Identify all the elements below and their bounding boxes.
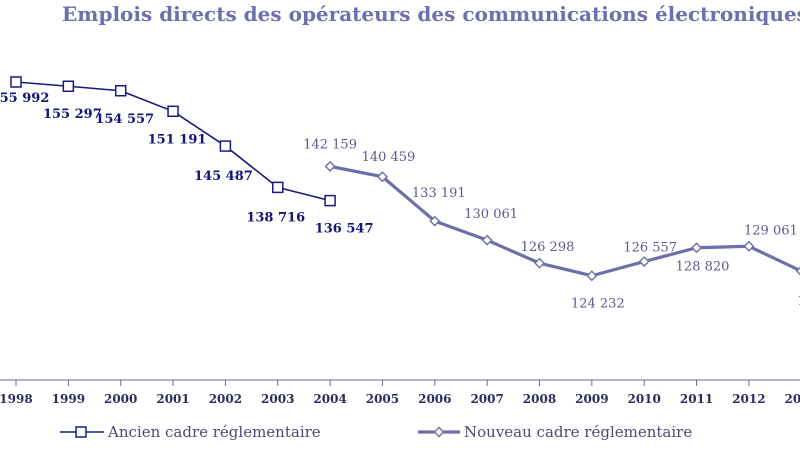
- point-nouveau-2006: [429, 215, 441, 227]
- point-ancien-1999: [62, 80, 75, 92]
- data-label-ancien-2001: 151 191: [148, 132, 207, 147]
- legend-marker-nouveau: [433, 426, 445, 438]
- data-label-ancien-2003: 138 716: [246, 210, 305, 225]
- legend-label-ancien: Ancien cadre réglementaire: [107, 423, 321, 441]
- point-nouveau-2010: [638, 256, 650, 268]
- point-ancien-2000: [114, 85, 127, 97]
- x-tick-label-2007: 2007: [470, 392, 503, 406]
- point-nouveau-2009: [586, 270, 598, 282]
- point-ancien-2001: [167, 105, 179, 118]
- x-tick-label-2003: 2003: [261, 392, 294, 406]
- x-tick-label-2013: 2013: [785, 392, 800, 406]
- x-tick-label-2010: 2010: [627, 392, 660, 406]
- data-label-nouveau-2004: 142 159: [303, 137, 357, 152]
- x-tick-label-2005: 2005: [366, 392, 399, 406]
- chart-title: Emplois directs des opérateurs des commu…: [62, 2, 800, 26]
- data-label-ancien-2004: 136 547: [315, 222, 374, 237]
- data-label-nouveau-2005: 140 459: [362, 150, 416, 165]
- x-tick-label-2006: 2006: [418, 392, 451, 406]
- point-ancien-2002: [219, 140, 232, 152]
- point-nouveau-2005: [376, 171, 388, 183]
- legend-label-nouveau: Nouveau cadre réglementaire: [464, 423, 692, 441]
- point-nouveau-2007: [481, 234, 493, 246]
- x-tick-label-2001: 2001: [156, 392, 189, 406]
- x-tick-label-1998: 1998: [0, 392, 33, 406]
- point-nouveau-2011: [691, 242, 703, 254]
- data-label-ancien-1999: 155 297: [43, 107, 102, 122]
- series-line-nouveau: [329, 164, 800, 278]
- point-nouveau-2013: [795, 266, 800, 276]
- data-label-nouveau-2010: 126 557: [623, 241, 677, 256]
- data-label-nouveau-2008: 126 298: [521, 240, 575, 255]
- x-tick-label-2012: 2012: [732, 392, 765, 406]
- point-ancien-2003: [272, 181, 284, 194]
- data-label-nouveau-2009: 124 232: [571, 297, 625, 312]
- data-label-nouveau-2013: 125 0: [797, 294, 800, 309]
- x-tick-label-2009: 2009: [575, 392, 608, 406]
- data-label-nouveau-2011: 128 820: [676, 260, 730, 275]
- x-tick-label-2008: 2008: [523, 392, 556, 406]
- data-label-ancien-1998: 155 992: [0, 91, 49, 106]
- x-tick-label-2000: 2000: [104, 392, 137, 406]
- x-tick-label-2004: 2004: [313, 392, 346, 406]
- x-tick-label-1999: 1999: [52, 392, 85, 406]
- data-label-ancien-2000: 154 557: [95, 112, 154, 127]
- data-label-ancien-2002: 145 487: [194, 169, 253, 184]
- data-label-nouveau-2012: 129 061: [744, 223, 798, 238]
- point-nouveau-2012: [743, 240, 755, 252]
- legend-marker-ancien: [75, 426, 87, 438]
- x-tick-label-2002: 2002: [209, 392, 242, 406]
- point-nouveau-2008: [534, 257, 545, 269]
- data-label-nouveau-2006: 133 191: [412, 186, 466, 201]
- x-tick-label-2011: 2011: [680, 392, 713, 406]
- point-nouveau-2004: [324, 160, 336, 172]
- point-ancien-2004: [324, 194, 336, 207]
- data-label-nouveau-2007: 130 061: [464, 207, 518, 222]
- point-ancien-1998: [10, 76, 22, 88]
